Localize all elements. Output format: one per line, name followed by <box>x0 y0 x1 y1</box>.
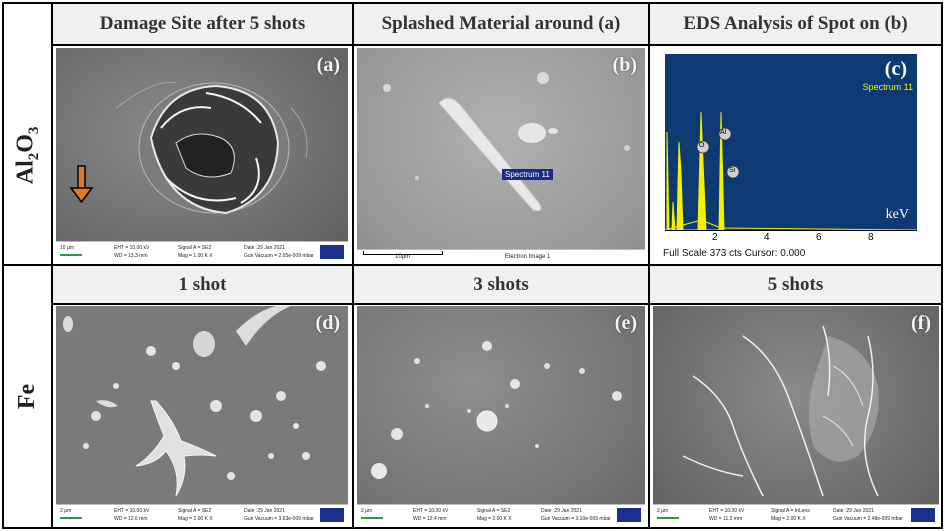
scale-bar-d <box>60 517 82 519</box>
sem-info-bar-f: 2 µm EHT = 10.00 kV WD = 11.2 mm Signal … <box>653 504 939 525</box>
eht-d: EHT = 10.00 kV <box>114 508 150 514</box>
sem-image-f: (f) 2 µm EHT = 10.00 kV WD = 11.2 mm Sig… <box>653 306 939 525</box>
sem-info-bar-e: 2 µm EHT = 10.00 kV WD = 12.4 mm Signal … <box>357 504 645 525</box>
panel-tag-c: (c) <box>884 58 907 80</box>
fe-header-3shots: 3 shots <box>354 266 648 303</box>
eht-f: EHT = 10.00 kV <box>709 508 745 514</box>
divider-top-header <box>51 44 943 46</box>
eds-tick-8: 8 <box>868 232 874 243</box>
cracks-graphic-f <box>682 325 879 497</box>
signal-d: Signal A = SE2 <box>178 508 212 514</box>
wd-f: WD = 11.2 mm <box>709 516 743 522</box>
signal-f: Signal A = InLens <box>771 508 810 514</box>
damage-crater-graphic <box>69 81 308 215</box>
panel-tag-f: (f) <box>911 312 931 334</box>
column-header-eds: EDS Analysis of Spot on (b) <box>650 4 941 44</box>
eht-a: EHT = 10.00 kV <box>114 245 150 251</box>
peak-label-o: O <box>699 142 705 149</box>
scale-label-e: 2 µm <box>361 508 373 514</box>
mag-a: Mag = 1.00 K X <box>178 253 213 259</box>
peak-label-si: Si <box>729 167 736 174</box>
row-label-al2o3-text: Al2O3 <box>12 126 42 184</box>
scale-bar-a <box>60 254 82 256</box>
scale-bar-f <box>657 517 679 519</box>
sem-info-bar-b: 10µm Electron Image 1 <box>357 249 645 262</box>
date-a: Date :29 Jan 2021 <box>244 245 285 251</box>
zeiss-logo <box>617 508 641 522</box>
eds-tick-2: 2 <box>712 232 718 243</box>
divider-fe-header <box>51 303 943 305</box>
row-label-fe-text: Fe <box>14 383 40 410</box>
sem-image-e: (e) 2 µm EHT = 10.00 kV WD = 12.4 mm Sig… <box>357 306 645 525</box>
divider-middle <box>2 264 943 266</box>
zeiss-logo <box>320 245 344 259</box>
vac-d: Gun Vacuum = 3.63e-009 mbar <box>244 516 314 522</box>
date-f: Date :29 Jan 2021 <box>833 508 874 514</box>
row-label-fe: Fe <box>4 266 51 527</box>
wd-a: WD = 13.3 mm <box>114 253 148 259</box>
mag-e: Mag = 2.00 K X <box>477 516 512 522</box>
eds-spectrum-c: O Al Si Spectrum 11 (c) keV 2 4 6 8 Full… <box>661 52 921 262</box>
sem-image-b: Spectrum 11 (b) 10µm Electron Image 1 <box>357 48 645 262</box>
eds-tick-4: 4 <box>764 232 770 243</box>
eds-x-axis <box>665 230 917 231</box>
droplets-graphic-d <box>63 306 326 497</box>
mag-f: Mag = 2.00 K X <box>771 516 806 522</box>
panel-tag-b: (b) <box>612 54 637 76</box>
column-header-damage: Damage Site after 5 shots <box>53 4 352 44</box>
eds-tick-6: 6 <box>816 232 822 243</box>
eds-unit-label: keV <box>885 207 909 222</box>
scale-bar-e <box>361 517 383 519</box>
fe-header-5shots: 5 shots <box>650 266 941 303</box>
scale-label-d: 2 µm <box>60 508 72 514</box>
fe-header-1shot: 1 shot <box>53 266 352 303</box>
zeiss-logo <box>320 508 344 522</box>
panel-tag-d: (d) <box>315 312 340 334</box>
panel-tag-e: (e) <box>614 312 637 334</box>
mag-d: Mag = 2.00 K X <box>178 516 213 522</box>
peak-label-al: Al <box>720 129 727 136</box>
arrow-icon <box>69 165 94 204</box>
scale-label-a: 10 µm <box>60 245 74 251</box>
sem-image-a: (a) 10 µm EHT = 10.00 kV WD = 13.3 mm Si… <box>56 48 348 262</box>
droplets-graphic-e <box>371 341 622 479</box>
sem-info-bar-d: 2 µm EHT = 10.00 kV WD = 12.6 mm Signal … <box>56 504 348 525</box>
column-header-splashed: Splashed Material around (a) <box>354 4 648 44</box>
wd-e: WD = 12.4 mm <box>413 516 447 522</box>
scale-bar-b <box>363 251 443 255</box>
vac-e: Gun Vacuum = 3.10e-009 mbar <box>541 516 611 522</box>
panel-tag-a: (a) <box>316 54 340 76</box>
sem-info-bar-a: 10 µm EHT = 10.00 kV WD = 13.3 mm Signal… <box>56 241 348 262</box>
eds-plot-area <box>665 54 917 230</box>
vac-a: Gun Vacuum = 2.05e-009 mbar <box>244 253 314 259</box>
spectrum-marker-b: Spectrum 11 <box>502 169 553 180</box>
zeiss-logo <box>911 508 935 522</box>
scale-label-f: 2 µm <box>657 508 669 514</box>
row-label-al2o3: Al2O3 <box>4 46 51 264</box>
eds-footer: Full Scale 373 cts Cursor: 0.000 <box>663 248 806 259</box>
eht-e: EHT = 10.00 kV <box>413 508 449 514</box>
vac-f: Gun Vacuum = 2.48e-009 mbar <box>833 516 903 522</box>
date-e: Date :29 Jan 2021 <box>541 508 582 514</box>
scale-label-b: 10µm <box>395 254 411 260</box>
spectrum-label-c: Spectrum 11 <box>862 82 913 92</box>
signal-a: Signal A = SE2 <box>178 245 212 251</box>
signal-e: Signal A = SE2 <box>477 508 511 514</box>
date-d: Date :29 Jan 2021 <box>244 508 285 514</box>
wd-d: WD = 12.6 mm <box>114 516 148 522</box>
sem-image-d: (d) 2 µm EHT = 10.00 kV WD = 12.6 mm Sig… <box>56 306 348 525</box>
splash-particles-graphic <box>383 72 630 212</box>
caption-b: Electron Image 1 <box>505 254 551 260</box>
